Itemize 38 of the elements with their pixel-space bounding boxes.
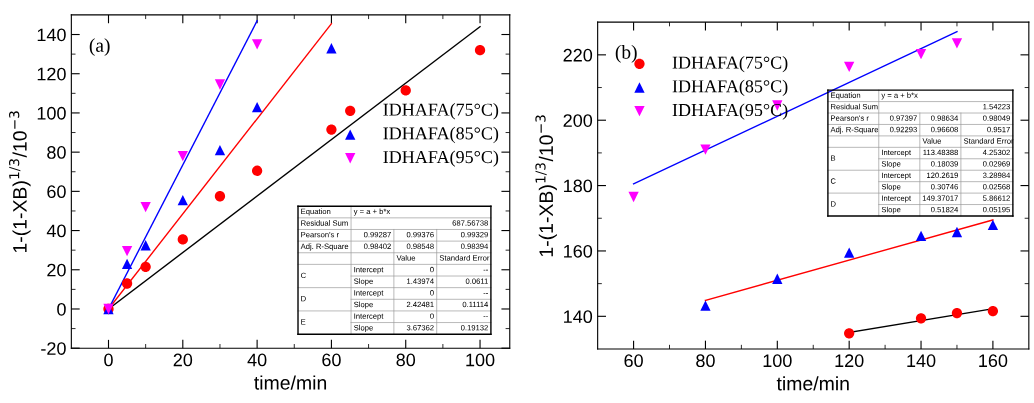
legend-label: IDHAFA(85°C) xyxy=(383,126,499,144)
legend-label: IDHAFA(75°C) xyxy=(383,103,499,120)
y-tick-label: 200 xyxy=(563,114,593,127)
y-tick-label: 60 xyxy=(47,185,66,199)
y-tick-label: 100 xyxy=(37,106,66,120)
annotation: (b) xyxy=(615,45,637,63)
y-tick-label: -20 xyxy=(41,342,66,355)
x-tick-label: 120 xyxy=(835,354,864,368)
y-tick-label: 180 xyxy=(564,179,593,193)
y-tick-label: 220 xyxy=(563,48,593,62)
y-axis-title: 1-(1-XB)$^{1/3}$/10$^{−3}$ xyxy=(9,111,31,253)
y-axis-title: 1-(1-XB)$^{1/3}$/10$^{−3}$ xyxy=(535,115,557,257)
x-tick-label: 60 xyxy=(322,353,341,367)
legend-label: IDHAFA(85°C) xyxy=(672,79,788,97)
x-tick-label: 60 xyxy=(624,354,643,368)
y-tick-label: 140 xyxy=(564,310,593,324)
x-tick-label: 40 xyxy=(247,353,267,367)
legend-label: IDHAFA(75°C) xyxy=(672,55,788,73)
x-tick-label: 80 xyxy=(696,354,715,368)
y-tick-label: 40 xyxy=(46,224,66,238)
x-tick-label: 160 xyxy=(979,354,1008,368)
x-tick-label: 20 xyxy=(173,353,193,367)
annotation: (a) xyxy=(89,38,110,56)
x-axis-title: time/min xyxy=(254,375,327,390)
y-tick-label: 140 xyxy=(37,28,66,42)
y-tick-label: 0 xyxy=(57,302,66,316)
x-tick-label: 100 xyxy=(763,354,792,368)
y-tick-label: 80 xyxy=(47,146,66,159)
x-tick-label: 80 xyxy=(396,353,416,367)
x-axis-title: time/min xyxy=(776,376,849,391)
x-tick-label: 140 xyxy=(907,354,936,368)
y-tick-label: 120 xyxy=(37,67,66,81)
x-tick-label: 0 xyxy=(104,353,113,367)
legend-label: IDHAFA(95°C) xyxy=(672,103,788,120)
y-tick-label: 20 xyxy=(47,263,66,277)
y-tick-label: 160 xyxy=(564,244,593,258)
x-tick-label: 100 xyxy=(466,353,495,367)
legend-label: IDHAFA(95°C) xyxy=(383,150,499,167)
